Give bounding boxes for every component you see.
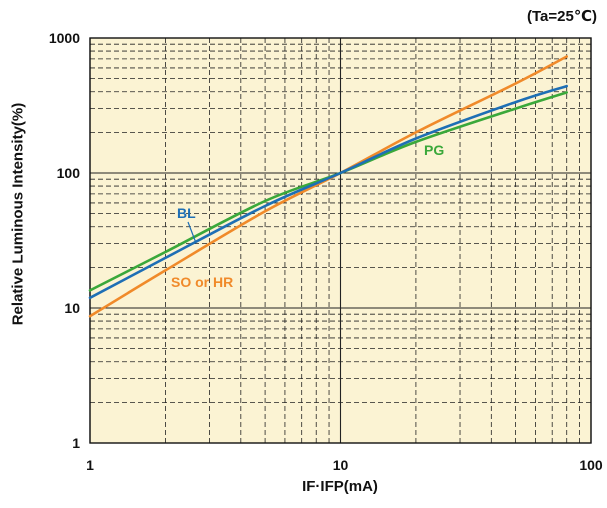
x-axis-label: IF·IFP(mA): [302, 478, 378, 495]
y-tick-label: 1000: [49, 30, 80, 46]
condition-label: (Ta=25℃): [527, 8, 597, 25]
series-line-bl: [88, 84, 568, 300]
series-label-so-or-hr: SO or HR: [171, 274, 233, 290]
series-label-pg: PG: [424, 142, 444, 158]
series-label-bl: BL: [177, 205, 196, 221]
x-tick-label: 10: [333, 457, 349, 473]
y-tick-label: 100: [57, 165, 81, 181]
y-tick-label: 1: [72, 435, 80, 451]
y-tick-label: 10: [64, 300, 80, 316]
plot-frame: [89, 37, 592, 444]
bl-leader-line: [187, 221, 197, 244]
x-tick-label: 100: [579, 457, 603, 473]
x-tick-label: 1: [86, 457, 94, 473]
